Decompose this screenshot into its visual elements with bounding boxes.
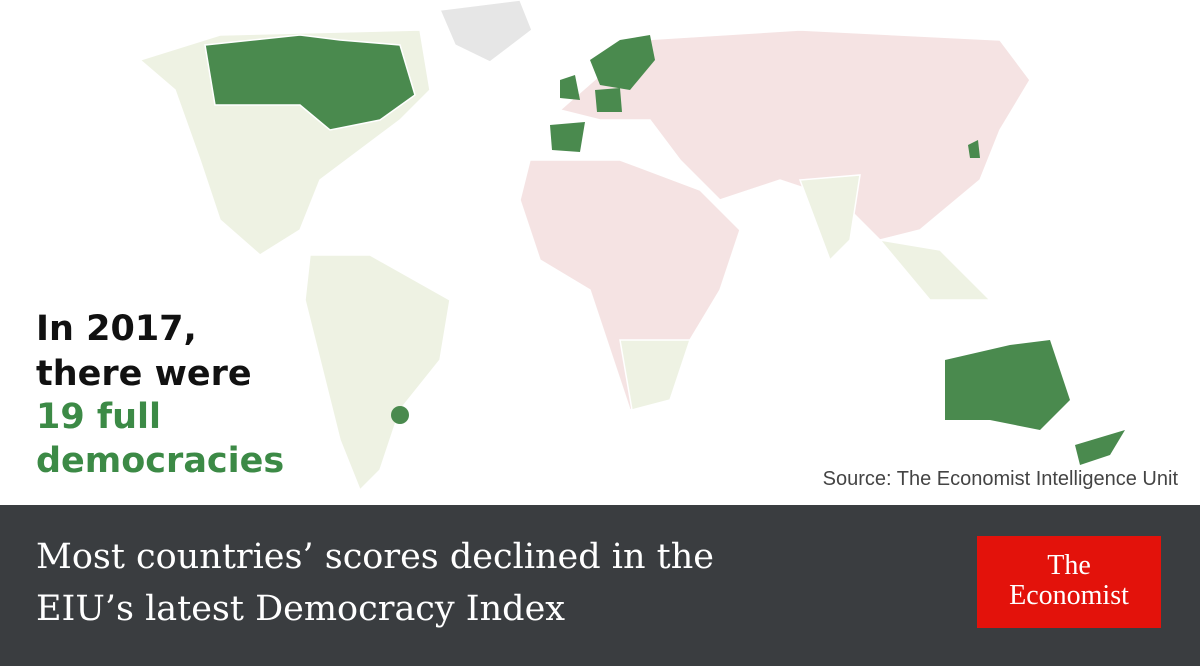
eurasia <box>558 29 1031 241</box>
south-america <box>304 254 451 492</box>
canada <box>204 34 416 131</box>
logo-text: Economist <box>1009 580 1129 611</box>
overlay-line: In 2017, <box>36 309 197 349</box>
headline-line: EIU’s latest Democracy Index <box>36 589 565 629</box>
australia <box>945 340 1070 430</box>
greenland <box>438 0 533 63</box>
india <box>798 174 861 262</box>
nordics <box>590 35 655 90</box>
southeast-asia <box>878 238 992 301</box>
overlay-highlight: democracies <box>36 441 284 481</box>
new-zealand <box>1075 430 1125 465</box>
japan-korea <box>968 140 980 158</box>
source: Source: The Economist Intelligence Unit <box>823 468 1179 490</box>
logo-text: The <box>1047 550 1091 581</box>
world-map <box>138 0 1125 492</box>
logo-box <box>977 536 1161 628</box>
overlay-highlight: 19 full <box>36 397 161 437</box>
southern-africa <box>619 339 692 411</box>
spain <box>550 122 585 152</box>
germany <box>595 88 622 112</box>
overlay-line: there were <box>36 354 252 394</box>
headline-line: Most countries’ scores declined in the <box>36 537 714 577</box>
uk <box>560 75 580 100</box>
uruguay <box>391 406 409 424</box>
